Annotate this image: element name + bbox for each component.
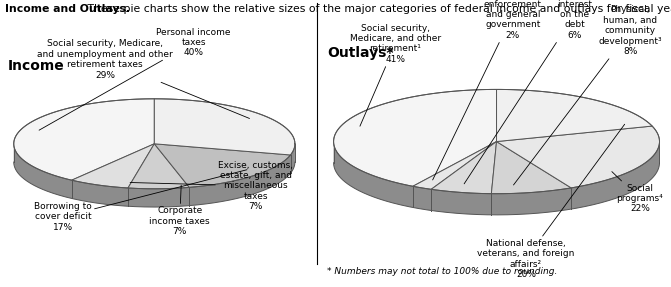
Polygon shape xyxy=(333,90,497,186)
Text: * Numbers may not total to 100% due to rounding.: * Numbers may not total to 100% due to r… xyxy=(327,267,558,276)
Text: Corporate
income taxes
7%: Corporate income taxes 7% xyxy=(150,185,210,236)
Polygon shape xyxy=(128,144,189,189)
Text: Law
enforcement
and general
government
2%: Law enforcement and general government 2… xyxy=(433,0,542,180)
Polygon shape xyxy=(72,144,154,188)
Text: Income: Income xyxy=(8,59,65,73)
Polygon shape xyxy=(333,141,660,215)
Text: Borrowing to
cover deficit
17%: Borrowing to cover deficit 17% xyxy=(34,170,247,232)
Text: Income and Outlays.: Income and Outlays. xyxy=(5,4,130,14)
Text: Social security, Medicare,
and unemployment and other
retirement taxes
29%: Social security, Medicare, and unemploym… xyxy=(38,39,250,119)
Polygon shape xyxy=(13,99,154,180)
Polygon shape xyxy=(13,144,295,207)
Polygon shape xyxy=(431,141,497,194)
Text: Social security,
Medicare, and other
retirement¹
41%: Social security, Medicare, and other ret… xyxy=(350,24,441,126)
Polygon shape xyxy=(497,90,652,141)
Text: These pie charts show the relative sizes of the major categories of federal inco: These pie charts show the relative sizes… xyxy=(84,4,671,14)
Polygon shape xyxy=(154,144,291,187)
Text: Net
interest
on the
debt
6%: Net interest on the debt 6% xyxy=(464,0,592,184)
Text: Outlays*: Outlays* xyxy=(327,46,394,60)
Polygon shape xyxy=(497,126,660,188)
Polygon shape xyxy=(491,141,571,194)
Text: Personal income
taxes
40%: Personal income taxes 40% xyxy=(39,28,231,130)
Text: Excise, customs,
estate, gift, and
miscellaneous
taxes
7%: Excise, customs, estate, gift, and misce… xyxy=(130,161,293,211)
Polygon shape xyxy=(154,99,295,155)
Text: Social
programs⁴
22%: Social programs⁴ 22% xyxy=(612,172,664,214)
Polygon shape xyxy=(413,141,497,189)
Text: National defense,
veterans, and foreign
affairs²
20%: National defense, veterans, and foreign … xyxy=(477,124,625,279)
Text: Physical,
human, and
community
development³
8%: Physical, human, and community developme… xyxy=(513,5,662,185)
